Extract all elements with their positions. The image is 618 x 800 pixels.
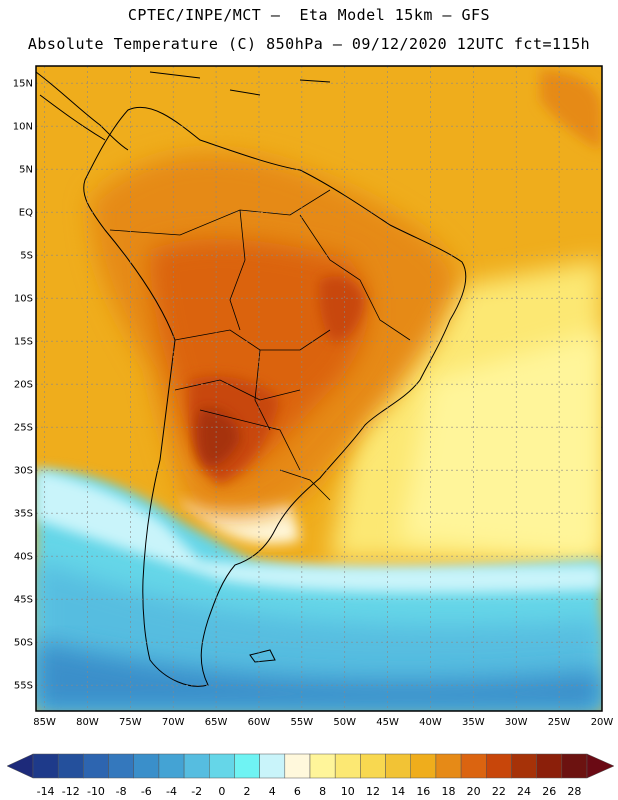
- lat-label: 5N: [19, 165, 33, 176]
- lon-label: 45W: [376, 717, 399, 728]
- legend-tick-label: 16: [416, 785, 430, 798]
- lat-label: 40S: [14, 552, 33, 563]
- lon-label: 50W: [333, 717, 356, 728]
- lat-label: 15S: [14, 337, 33, 348]
- lon-label: 60W: [248, 717, 271, 728]
- lon-label: 75W: [119, 717, 142, 728]
- legend-swatch: [309, 753, 336, 779]
- legend-swatch: [259, 753, 286, 779]
- legend-tick-label: -4: [166, 785, 177, 798]
- legend-swatch: [334, 753, 361, 779]
- legend-swatch: [234, 753, 260, 779]
- title-line-1: CPTEC/INPE/MCT – Eta Model 15km – GFS: [127, 6, 491, 24]
- legend-tick-label: 22: [492, 785, 506, 798]
- legend-swatch: [209, 753, 235, 779]
- legend-swatch: [536, 753, 563, 779]
- latitude-labels: 15N 10N 5N EQ 5S 10S 15S 20S 25S 30S 35S 40S 45S 50S 5…: [13, 79, 33, 692]
- legend-tick-label: 26: [542, 785, 556, 798]
- legend-swatch: [83, 753, 109, 779]
- gridlines: [36, 66, 603, 711]
- lat-label: 50S: [14, 638, 33, 649]
- lat-label: 10N: [13, 122, 33, 133]
- legend-swatch: [460, 753, 487, 779]
- lon-label: 70W: [162, 717, 185, 728]
- legend-swatch: [133, 753, 160, 779]
- lat-label: 10S: [14, 294, 33, 305]
- longitude-labels: 85W 80W 75W 70W 65W 60W 55W 50W 45W 40W 35W 30W 25W 2…: [33, 717, 613, 728]
- legend-tick-label: -10: [87, 785, 105, 798]
- legend-tick-label: 6: [294, 785, 301, 798]
- lon-label: 25W: [548, 717, 571, 728]
- coastline-falklands: [249, 649, 276, 663]
- coastline-central-america: [36, 71, 129, 151]
- legend-swatch: [57, 753, 84, 779]
- legend-swatch: [410, 753, 437, 779]
- legend-swatch: [158, 753, 185, 779]
- lon-label: 40W: [419, 717, 442, 728]
- title-line-2: Absolute Temperature (C) 850hPa – 09/12/…: [27, 35, 591, 53]
- legend-over-arrow: [586, 753, 615, 779]
- legend-tick-label: 4: [269, 785, 276, 798]
- legend-tick-label: 24: [517, 785, 531, 798]
- lon-label: 20W: [591, 717, 614, 728]
- legend-swatch: [511, 753, 537, 779]
- legend-swatch: [360, 753, 386, 779]
- legend-under-arrow: [6, 753, 34, 779]
- legend-tick-label: -14: [37, 785, 55, 798]
- lat-label: 15N: [13, 79, 33, 90]
- lat-label: 55S: [14, 681, 33, 692]
- legend-swatch: [486, 753, 512, 779]
- lon-label: 80W: [76, 717, 99, 728]
- legend-tick-label: -6: [141, 785, 152, 798]
- legend-swatch: [183, 753, 210, 779]
- lat-label: 5S: [20, 251, 33, 262]
- legend-swatch: [284, 753, 311, 779]
- lat-label: EQ: [19, 208, 33, 219]
- legend-swatch: [561, 753, 588, 779]
- color-legend: -14 -12 -10 -8 -6 -4 -2 0 2 4 6 8 10 12 14 16 18 20 22 24 26…: [6, 753, 615, 798]
- legend-swatch: [32, 753, 59, 779]
- lon-label: 85W: [33, 717, 56, 728]
- legend-tick-label: -12: [62, 785, 80, 798]
- legend-tick-label: 18: [442, 785, 456, 798]
- legend-tick-label: 12: [366, 785, 380, 798]
- legend-tick-label: 28: [567, 785, 581, 798]
- lat-label: 20S: [14, 380, 33, 391]
- map-frame: [35, 65, 603, 712]
- lat-label: 45S: [14, 595, 33, 606]
- legend-tick-label: -8: [116, 785, 127, 798]
- legend-tick-label: 14: [391, 785, 405, 798]
- legend-tick-label: -2: [191, 785, 202, 798]
- legend-swatch: [435, 753, 462, 779]
- legend-swatch: [385, 753, 411, 779]
- lon-label: 35W: [462, 717, 485, 728]
- legend-tick-label: 8: [319, 785, 326, 798]
- lon-label: 65W: [205, 717, 228, 728]
- legend-tick-label: 2: [244, 785, 251, 798]
- legend-swatch: [108, 753, 134, 779]
- lat-label: 30S: [14, 466, 33, 477]
- lat-label: 25S: [14, 423, 33, 434]
- coastline-south-america: [83, 106, 467, 687]
- legend-tick-label: 0: [218, 785, 225, 798]
- temperature-field: [36, 66, 602, 711]
- lon-label: 55W: [291, 717, 314, 728]
- lat-label: 35S: [14, 509, 33, 520]
- coastline-caribbean: [149, 71, 331, 96]
- legend-tick-label: 10: [341, 785, 355, 798]
- lon-label: 30W: [505, 717, 528, 728]
- country-borders: [109, 189, 411, 501]
- legend-tick-label: 20: [467, 785, 481, 798]
